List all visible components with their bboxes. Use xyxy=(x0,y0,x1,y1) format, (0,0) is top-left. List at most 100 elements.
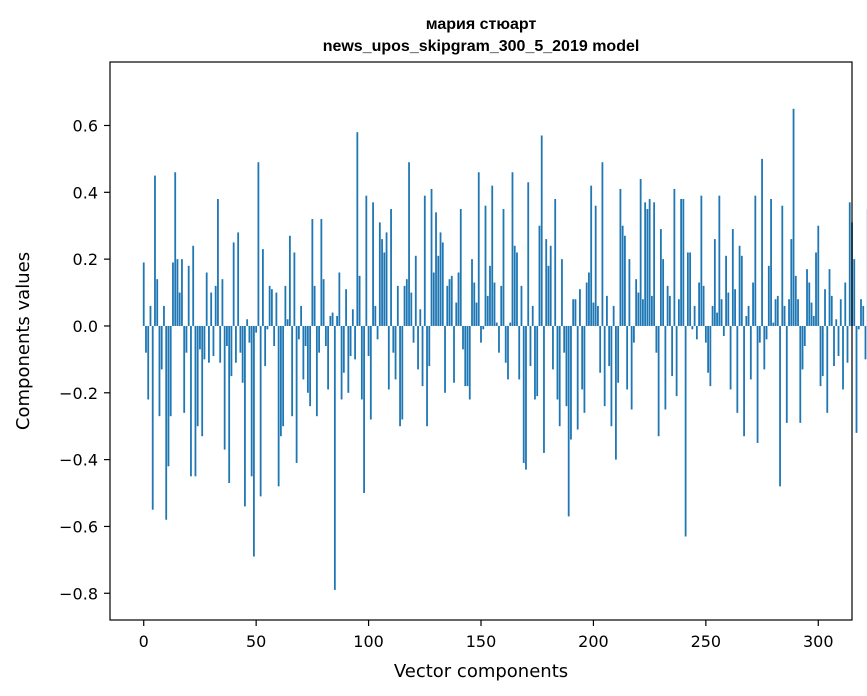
bar-285 xyxy=(783,305,786,326)
bar-143 xyxy=(464,325,467,387)
bar-62 xyxy=(282,325,285,427)
bar-134 xyxy=(444,325,446,393)
bar-213 xyxy=(621,225,624,326)
bar-304 xyxy=(826,325,829,413)
bar-41 xyxy=(235,325,237,363)
bar-52 xyxy=(259,325,262,497)
bar-181 xyxy=(549,245,552,326)
bar-313 xyxy=(846,325,849,363)
bar-105 xyxy=(378,222,381,326)
bar-154 xyxy=(489,265,491,326)
bar-77 xyxy=(315,325,318,417)
bar-239 xyxy=(680,198,683,326)
bar-126 xyxy=(426,325,428,427)
bar-271 xyxy=(752,282,754,326)
bar-129 xyxy=(432,272,435,326)
bar-283 xyxy=(779,325,781,487)
bar-231 xyxy=(662,259,665,326)
bar-247 xyxy=(698,282,700,326)
bar-263 xyxy=(734,289,736,326)
bar-274 xyxy=(758,325,761,343)
bar-25 xyxy=(199,325,201,350)
bar-47 xyxy=(248,325,251,343)
bar-284 xyxy=(781,205,784,326)
bar-298 xyxy=(812,315,815,326)
bar-132 xyxy=(439,232,442,326)
bar-51 xyxy=(257,162,260,326)
bar-253 xyxy=(711,305,714,326)
bar-232 xyxy=(664,325,667,410)
y-tick-label: 0.6 xyxy=(73,116,98,135)
bar-103 xyxy=(374,305,377,326)
bar-86 xyxy=(336,315,338,326)
bar-296 xyxy=(808,282,811,326)
bar-107 xyxy=(383,252,386,326)
bar-38 xyxy=(228,325,231,483)
bar-166 xyxy=(516,252,518,326)
bar-11 xyxy=(167,325,170,467)
bar-144 xyxy=(466,325,469,387)
bar-10 xyxy=(165,325,168,520)
bar-240 xyxy=(682,198,685,326)
bar-68 xyxy=(295,325,298,463)
bar-73 xyxy=(306,325,309,393)
x-axis-ticks: 0 50 100 150 200 250 300 xyxy=(139,620,834,651)
bar-172 xyxy=(529,325,532,367)
bar-111 xyxy=(392,325,395,353)
bar-140 xyxy=(457,272,460,326)
bar-184 xyxy=(556,325,559,400)
bar-21 xyxy=(190,325,192,477)
bar-99 xyxy=(365,195,368,326)
bar-20 xyxy=(187,265,190,326)
bar-39 xyxy=(230,325,233,377)
bar-81 xyxy=(324,325,327,347)
bar-83 xyxy=(329,315,332,326)
bar-2 xyxy=(147,325,150,400)
bar-148 xyxy=(475,302,478,326)
bar-145 xyxy=(468,325,471,400)
bar-290 xyxy=(794,275,797,326)
bar-202 xyxy=(597,305,599,326)
bar-258 xyxy=(722,325,725,336)
bar-80 xyxy=(322,279,325,326)
bar-65 xyxy=(288,235,291,326)
bar-110 xyxy=(390,209,392,326)
bar-219 xyxy=(635,279,638,326)
bar-106 xyxy=(381,239,383,326)
bar-230 xyxy=(659,229,662,326)
bar-15 xyxy=(176,259,179,326)
bar-266 xyxy=(740,255,743,326)
bar-82 xyxy=(327,325,329,390)
bar-272 xyxy=(754,195,757,326)
bar-28 xyxy=(205,272,208,326)
bar-61 xyxy=(279,325,282,437)
bar-72 xyxy=(304,325,307,347)
bar-281 xyxy=(774,299,777,326)
bar-69 xyxy=(297,325,300,340)
bar-92 xyxy=(349,325,352,357)
bar-70 xyxy=(300,305,303,326)
bar-173 xyxy=(531,305,534,326)
bar-60 xyxy=(277,325,280,487)
bar-203 xyxy=(599,325,602,373)
bar-244 xyxy=(691,325,694,330)
bar-214 xyxy=(624,235,626,326)
bar-46 xyxy=(246,319,249,326)
bar-294 xyxy=(803,325,806,347)
x-tick-label: 250 xyxy=(691,632,722,651)
bar-234 xyxy=(668,295,671,326)
bar-108 xyxy=(385,232,388,326)
bar-157 xyxy=(495,322,498,326)
bar-121 xyxy=(414,255,417,326)
bar-53 xyxy=(262,249,264,326)
bar-22 xyxy=(192,245,195,326)
bar-245 xyxy=(693,305,696,326)
chart-title: мария стюарт xyxy=(426,16,537,33)
bar-267 xyxy=(743,325,745,437)
bar-17 xyxy=(181,259,183,326)
bar-295 xyxy=(806,269,808,326)
bar-146 xyxy=(471,259,473,326)
bar-250 xyxy=(704,325,707,343)
bar-320 xyxy=(862,305,865,326)
